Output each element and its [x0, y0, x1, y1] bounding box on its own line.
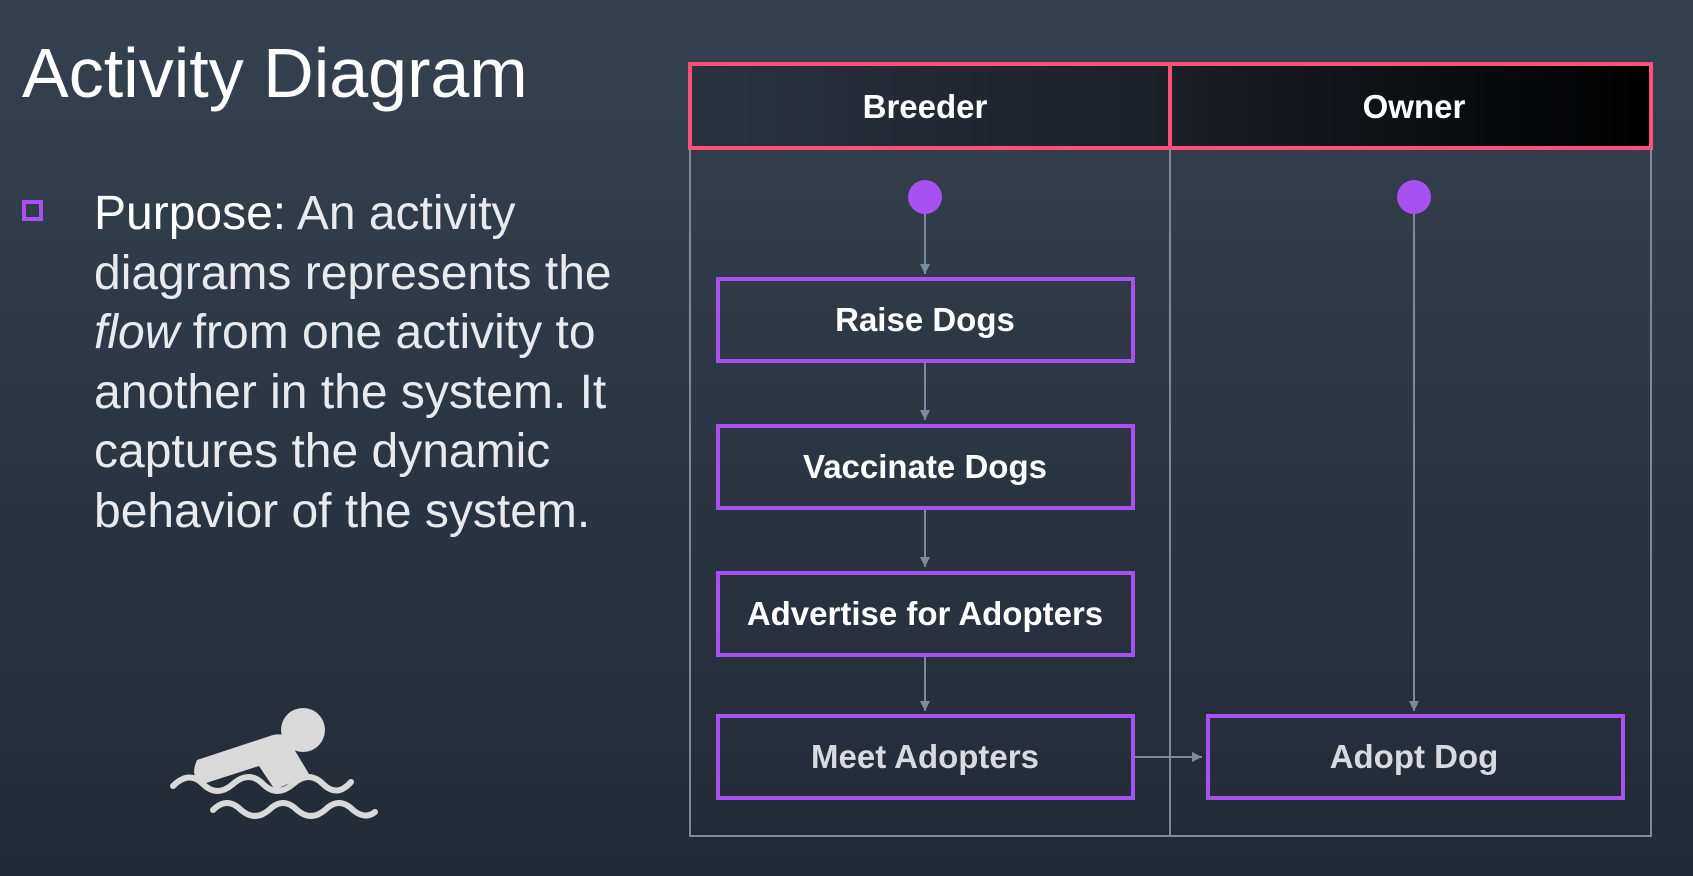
lane-title-breeder: Breeder: [863, 88, 988, 125]
swimmer-icon: [170, 708, 378, 819]
activity-label: Vaccinate Dogs: [803, 448, 1047, 485]
purpose-text-before: An activity diagrams represents the: [94, 187, 612, 300]
purpose-text-after: from one activity to another in the syst…: [94, 306, 607, 538]
activity-advertise-for-adopters: Advertise for Adopters: [716, 571, 1135, 657]
activity-raise-dogs: Raise Dogs: [716, 277, 1135, 363]
start-node-breeder: [908, 180, 942, 214]
activity-adopt-dog: Adopt Dog: [1206, 714, 1625, 800]
activity-label: Advertise for Adopters: [747, 595, 1103, 632]
activity-label: Meet Adopters: [811, 738, 1039, 775]
activity-vaccinate-dogs: Vaccinate Dogs: [716, 424, 1135, 510]
purpose-emphasis: flow: [94, 306, 180, 359]
activity-label: Adopt Dog: [1330, 738, 1499, 775]
purpose-paragraph: Purpose: An activity diagrams represents…: [94, 184, 634, 541]
lane-title-owner: Owner: [1363, 88, 1466, 125]
slide-title: Activity Diagram: [22, 34, 528, 112]
bullet-square-icon: [22, 200, 43, 221]
activity-label: Raise Dogs: [835, 301, 1015, 338]
purpose-label: Purpose:: [94, 187, 287, 240]
start-node-owner: [1397, 180, 1431, 214]
activity-meet-adopters: Meet Adopters: [716, 714, 1135, 800]
